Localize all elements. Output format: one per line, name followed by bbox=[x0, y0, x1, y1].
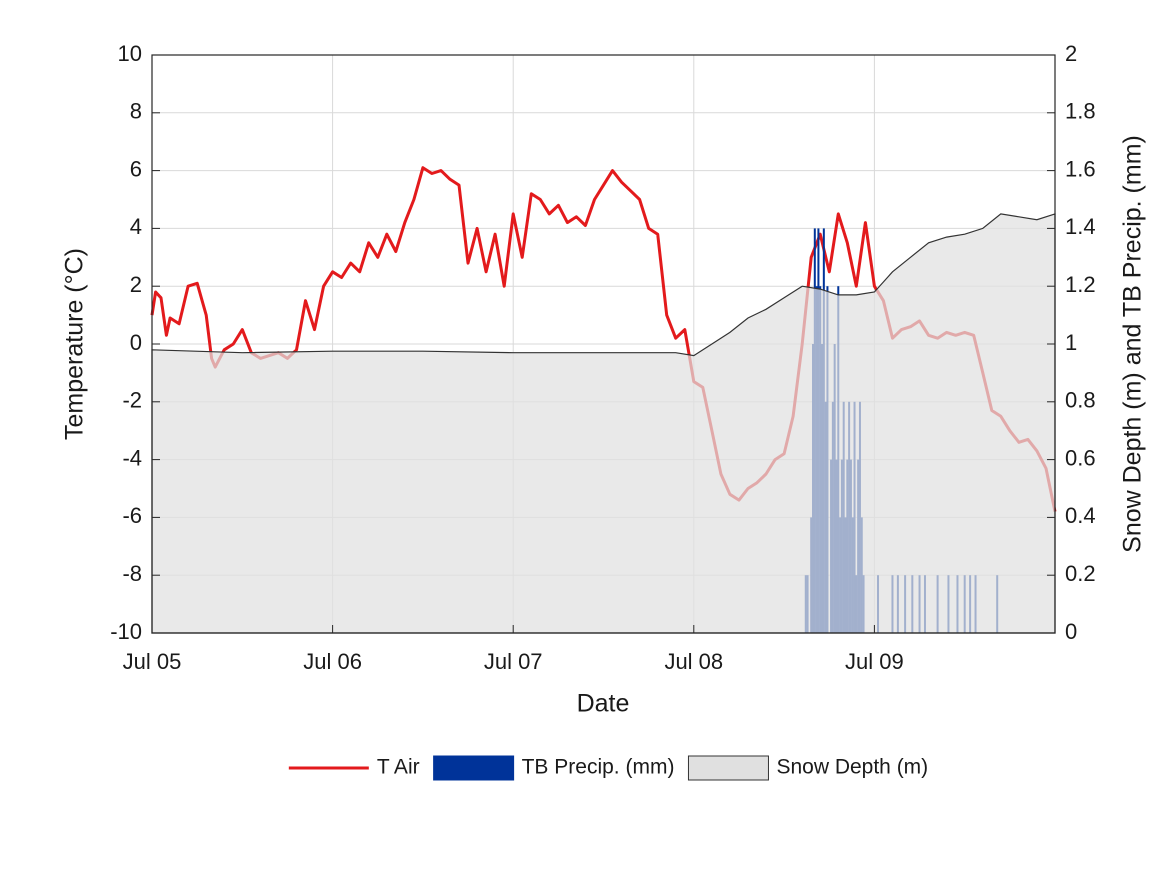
y-axis-label: Temperature (°C) bbox=[61, 248, 89, 440]
y-tick-label: 10 bbox=[118, 41, 142, 66]
axes: Jul 05 Jul 06 Jul 07 Jul 08 Jul 09 -10 -8 -6 -4 -… bbox=[110, 41, 1095, 674]
legend: T Air TB Precip. (mm) Snow Depth (m) bbox=[288, 755, 928, 781]
area bbox=[151, 213, 1056, 634]
x-tick-label: Jul 05 bbox=[123, 649, 182, 674]
y-tick-label: 2 bbox=[130, 272, 142, 297]
y2-tick-label: 0 bbox=[1065, 619, 1077, 644]
y-tick-label: 4 bbox=[130, 214, 142, 239]
y2-tick-label: 1.8 bbox=[1065, 99, 1096, 124]
y-tick-label: -4 bbox=[122, 445, 142, 470]
y-tick-label: 6 bbox=[130, 156, 142, 181]
x-tick-label: Jul 08 bbox=[664, 649, 723, 674]
y-tick-label: -2 bbox=[122, 388, 142, 413]
y-tick-label: -10 bbox=[110, 619, 142, 644]
y-tick-label: 8 bbox=[130, 99, 142, 124]
y2-tick-label: 0.8 bbox=[1065, 388, 1096, 413]
x-tick-label: Jul 06 bbox=[303, 649, 362, 674]
y2-tick-label: 1.2 bbox=[1065, 272, 1096, 297]
legend-item: T Air bbox=[288, 756, 420, 779]
y2-tick-label: 1.6 bbox=[1065, 156, 1096, 181]
y2-axis-label: Snow Depth (m) and TB Precip. (mm) bbox=[1119, 135, 1147, 553]
x-tick-label: Jul 09 bbox=[845, 649, 904, 674]
y2-tick-label: 0.4 bbox=[1065, 503, 1096, 528]
y2-tick-label: 0.2 bbox=[1065, 561, 1096, 586]
legend-item: TB Precip. (mm) bbox=[433, 755, 675, 781]
legend-item: Snow Depth (m) bbox=[687, 755, 928, 781]
y-tick-label: -6 bbox=[122, 503, 142, 528]
y2-tick-label: 1.4 bbox=[1065, 214, 1096, 239]
legend-swatch bbox=[687, 755, 769, 781]
y-tick-label: 0 bbox=[130, 330, 142, 355]
plot-frame bbox=[151, 54, 1056, 634]
legend-label: T Air bbox=[377, 756, 420, 779]
legend-label: TB Precip. (mm) bbox=[522, 756, 675, 779]
y2-tick-label: 2 bbox=[1065, 41, 1077, 66]
series-layer bbox=[150, 166, 1057, 634]
legend-label: Snow Depth (m) bbox=[776, 756, 928, 779]
legend-swatch bbox=[433, 755, 515, 781]
y2-tick-label: 0.6 bbox=[1065, 445, 1096, 470]
x-tick-label: Jul 07 bbox=[484, 649, 543, 674]
y-tick-label: -8 bbox=[122, 561, 142, 586]
x-axis-label: Date bbox=[577, 690, 630, 718]
y2-tick-label: 1 bbox=[1065, 330, 1077, 355]
